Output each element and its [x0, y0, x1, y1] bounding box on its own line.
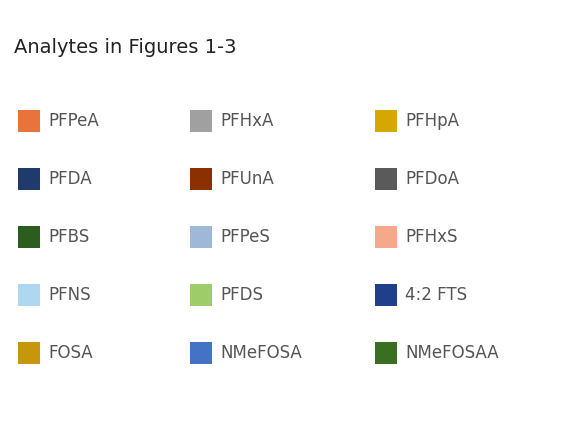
Bar: [190, 284, 212, 306]
Text: PFHpA: PFHpA: [405, 112, 459, 130]
Text: PFDA: PFDA: [48, 170, 91, 188]
Bar: [190, 168, 212, 190]
Text: PFPeA: PFPeA: [48, 112, 99, 130]
Text: PFUnA: PFUnA: [220, 170, 274, 188]
Bar: [375, 342, 397, 364]
Bar: [18, 110, 40, 132]
Text: PFPeS: PFPeS: [220, 228, 270, 246]
Bar: [190, 342, 212, 364]
Text: Analytes in Figures 1-3: Analytes in Figures 1-3: [14, 38, 236, 57]
Bar: [18, 342, 40, 364]
Bar: [190, 110, 212, 132]
Text: FOSA: FOSA: [48, 344, 93, 362]
Text: PFDoA: PFDoA: [405, 170, 459, 188]
Text: PFHxA: PFHxA: [220, 112, 273, 130]
Text: NMeFOSA: NMeFOSA: [220, 344, 302, 362]
Bar: [375, 226, 397, 248]
Text: PFHxS: PFHxS: [405, 228, 457, 246]
Bar: [18, 168, 40, 190]
Text: NMeFOSAA: NMeFOSAA: [405, 344, 499, 362]
Bar: [190, 226, 212, 248]
Bar: [375, 110, 397, 132]
Text: PFDS: PFDS: [220, 286, 263, 304]
Text: PFBS: PFBS: [48, 228, 89, 246]
Bar: [375, 168, 397, 190]
Bar: [18, 226, 40, 248]
Text: 4:2 FTS: 4:2 FTS: [405, 286, 467, 304]
Bar: [375, 284, 397, 306]
Text: PFNS: PFNS: [48, 286, 91, 304]
Bar: [18, 284, 40, 306]
